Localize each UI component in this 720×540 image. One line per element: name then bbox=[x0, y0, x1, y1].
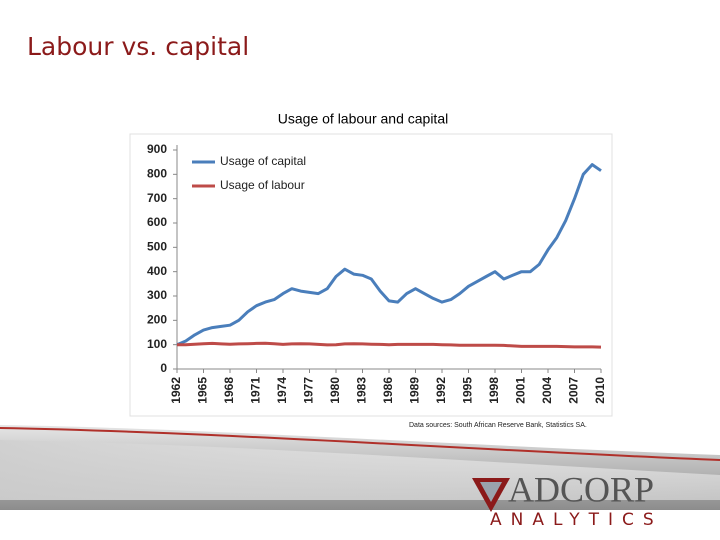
x-tick-label: 1995 bbox=[461, 377, 475, 404]
y-tick-label: 400 bbox=[147, 264, 167, 278]
x-tick-label: 1971 bbox=[249, 377, 263, 404]
x-tick-label: 2007 bbox=[567, 377, 581, 404]
x-tick-label: 1998 bbox=[487, 377, 501, 404]
footer-band-light bbox=[0, 440, 720, 500]
logo: ADCORP ANALYTICS bbox=[472, 469, 663, 530]
y-tick-label: 500 bbox=[147, 240, 167, 254]
data-line bbox=[177, 341, 602, 349]
x-tick-label: 1962 bbox=[169, 377, 183, 404]
x-tick-label: 2010 bbox=[593, 377, 607, 404]
footer-curve bbox=[0, 427, 720, 461]
logo-name: ADCORP bbox=[508, 469, 654, 509]
x-tick-label: 1983 bbox=[355, 377, 369, 404]
y-tick-label: 0 bbox=[160, 361, 167, 375]
y-tick-label: 800 bbox=[147, 167, 167, 181]
y-tick-label: 100 bbox=[147, 337, 167, 351]
chart-frame bbox=[129, 133, 613, 417]
footer-base bbox=[0, 510, 720, 540]
y-tick-label: 300 bbox=[147, 288, 167, 302]
chart-title: Usage of labour and capital bbox=[278, 111, 448, 127]
x-tick-label: 1989 bbox=[408, 377, 422, 404]
x-tick-label: 1965 bbox=[196, 377, 210, 404]
y-tick-label: 600 bbox=[147, 215, 167, 229]
y-tick-label: 200 bbox=[147, 313, 167, 327]
y-tick-label: 700 bbox=[147, 191, 167, 205]
legend-label: Usage of labour bbox=[220, 178, 305, 192]
logo-tagline: ANALYTICS bbox=[490, 510, 663, 530]
x-tick-label: 1980 bbox=[328, 377, 342, 404]
slide-title: Labour vs. capital bbox=[27, 32, 249, 61]
x-tick-label: 2001 bbox=[514, 377, 528, 404]
x-tick-label: 1974 bbox=[275, 377, 289, 404]
x-tick-label: 1992 bbox=[434, 377, 448, 404]
x-tick-label: 1977 bbox=[302, 377, 316, 404]
source-note: Data sources: South African Reserve Bank… bbox=[409, 422, 587, 429]
x-tick-label: 2004 bbox=[540, 377, 554, 404]
logo-icon-inner bbox=[480, 482, 502, 502]
plot: 0 100 200 300 400 500 600 700 800 900 1962 1965 1968… bbox=[147, 142, 607, 404]
data-line bbox=[176, 163, 602, 347]
x-tick-label: 1968 bbox=[222, 377, 236, 404]
y-tick-label: 900 bbox=[147, 142, 167, 156]
legend-label: Usage of capital bbox=[220, 154, 306, 168]
x-tick-label: 1986 bbox=[381, 377, 395, 404]
